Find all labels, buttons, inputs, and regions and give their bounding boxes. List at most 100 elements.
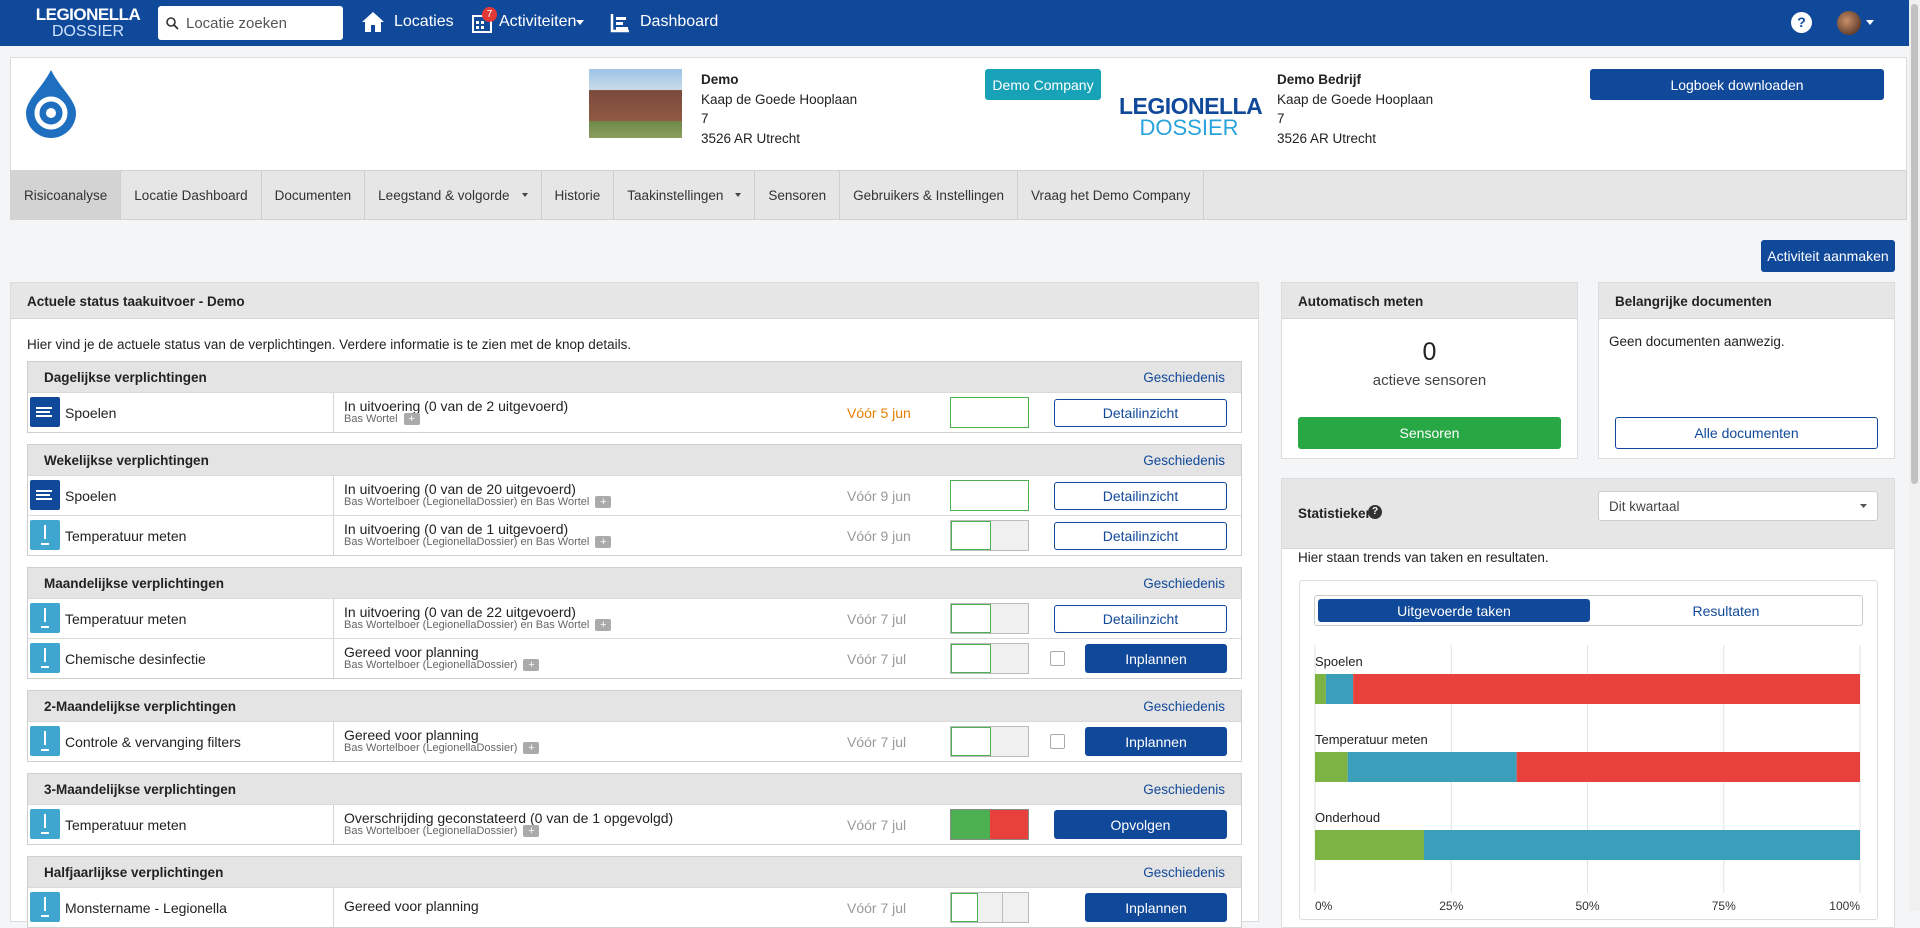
caret [576,20,584,25]
history-link[interactable]: Geschiedenis [1143,782,1225,797]
x-tick-label: 0% [1315,899,1333,913]
add-assignee[interactable]: + [523,742,540,754]
download-button[interactable]: Logboek downloaden [1590,69,1884,100]
location-name: Demo [701,72,739,87]
assignee: Bas Wortelboer (LegionellaDossier) [344,742,518,754]
action-button[interactable]: Inplannen [1085,644,1227,673]
due-date: Vóór 9 jun [847,528,911,544]
documents-empty: Geen documenten aanwezig. [1609,334,1785,349]
tab[interactable]: Locatie Dashboard [121,171,262,219]
add-assignee[interactable]: + [523,825,540,837]
home-icon [362,12,384,32]
select-checkbox[interactable] [1050,651,1065,666]
tab-bar: Risicoanalyse Locatie Dashboard Documenten… [10,170,1907,220]
history-link[interactable]: Geschiedenis [1143,699,1225,714]
search-placeholder: Locatie zoeken [186,15,287,32]
progress-box [950,520,1029,551]
task-section: Halfjaarlijkse verplichtingen Geschiedeni… [27,856,1242,928]
add-assignee[interactable]: + [595,536,612,548]
x-tick-label: 50% [1575,899,1599,913]
tab[interactable]: Risicoanalyse [11,171,122,219]
due-date: Vóór 7 jul [847,651,907,667]
detail-button[interactable]: Detailinzicht [1054,522,1227,550]
due-date: Vóór 9 jun [847,488,911,504]
brand-logo[interactable]: LEGIONELLA DOSSIER [33,6,143,40]
bar-segment [1315,674,1326,704]
tab[interactable]: Taakinstellingen [614,171,756,219]
create-activity-button[interactable]: Activiteit aanmaken [1761,240,1895,272]
add-assignee[interactable]: + [403,413,420,425]
info-icon[interactable]: ? [1368,505,1382,519]
sections: Dagelijkse verplichtingen Geschiedenis Spo… [27,361,1242,928]
toggle-active[interactable]: Uitgevoerde taken [1318,599,1590,622]
assignee-line: Bas Wortelboer (LegionellaDossier) + [344,742,540,754]
task-section: Dagelijkse verplichtingen Geschiedenis Spo… [27,361,1242,433]
company-name: Demo Bedrijf [1277,72,1362,87]
progress-box [950,643,1029,674]
help-button[interactable]: ? [1791,12,1812,33]
tab[interactable]: Vraag het Demo Company [1018,171,1205,219]
period-value: Dit kwartaal [1609,499,1680,514]
section-header: 3-Maandelijkse verplichtingen Geschiedeni… [28,774,1241,804]
select-checkbox[interactable] [1050,734,1065,749]
task-status: In uitvoering (0 van de 20 uitgevoerd) [344,481,576,497]
task-status: In uitvoering (0 van de 1 uitgevoerd) [344,521,569,537]
action-button[interactable]: Inplannen [1085,893,1227,922]
tab[interactable]: Leegstand & volgorde [365,171,542,219]
logo-top: LEGIONELLA [35,5,141,24]
avatar[interactable] [1837,11,1861,35]
section-title: Wekelijkse verplichtingen [44,453,209,468]
partner-logo-top: LEGIONELLA [1119,93,1263,119]
tab[interactable]: Documenten [262,171,366,219]
bar-segment [1315,830,1424,860]
detail-button[interactable]: Detailinzicht [1054,482,1227,510]
scroll-thumb[interactable] [1911,4,1918,484]
period-select[interactable]: Dit kwartaal [1598,491,1878,521]
due-date: Vóór 7 jul [847,817,907,833]
detail-button[interactable]: Detailinzicht [1054,399,1227,427]
history-link[interactable]: Geschiedenis [1143,865,1225,880]
assignee: Bas Wortel [344,413,398,425]
task-name: Temperatuur meten [65,817,187,833]
sensors-button[interactable]: Sensoren [1298,417,1561,449]
task-row: Spoelen In uitvoering (0 van de 2 uitgevo… [28,392,1241,432]
toggle-option[interactable]: Resultaten [1692,602,1760,619]
task-row: Temperatuur meten In uitvoering (0 van de… [28,598,1241,638]
task-row: Controle & vervanging filters Gereed voor… [28,721,1241,761]
nav-link[interactable]: Dashboard [640,13,719,30]
category-label: Onderhoud [1315,810,1380,825]
sensor-count-label: actieve sensoren [1372,372,1487,389]
nav-link[interactable]: Locaties [394,13,454,30]
add-assignee[interactable]: + [595,496,612,508]
scrollbar[interactable] [1909,0,1920,911]
tab[interactable]: Sensoren [755,171,841,219]
section-title: 2-Maandelijkse verplichtingen [44,699,237,714]
detail-button[interactable]: Detailinzicht [1054,605,1227,633]
action-button[interactable]: Inplannen [1085,727,1227,756]
chart-toggle: Uitgevoerde taken Resultaten [1314,595,1863,626]
action-button[interactable]: Opvolgen [1054,810,1227,839]
history-link[interactable]: Geschiedenis [1143,453,1225,468]
tab[interactable]: Gebruikers & Instellingen [840,171,1018,219]
section-header: Halfjaarlijkse verplichtingen Geschiedeni… [28,857,1241,887]
search-box[interactable]: Locatie zoeken [158,6,343,40]
add-assignee[interactable]: + [595,619,612,631]
progress-segment [990,644,1028,673]
progress-box [950,603,1029,634]
tab-label: Documenten [274,187,352,203]
tab-label: Vraag het Demo Company [1030,187,1191,203]
location-photo [589,69,682,138]
progress-segment [990,727,1028,756]
tab[interactable]: Historie [542,171,615,219]
add-assignee[interactable]: + [523,659,540,671]
assignee: Bas Wortelboer (LegionellaDossier) en Ba… [344,619,590,631]
tab-label: Risicoanalyse [24,187,108,203]
history-link[interactable]: Geschiedenis [1143,576,1225,591]
task-name: Monstername - Legionella [65,900,227,916]
company-button[interactable]: Demo Company [985,69,1101,100]
nav-link[interactable]: Activiteiten [499,13,577,30]
all-documents-button[interactable]: Alle documenten [1615,417,1878,449]
history-link[interactable]: Geschiedenis [1143,370,1225,385]
due-date: Vóór 7 jul [847,900,907,916]
